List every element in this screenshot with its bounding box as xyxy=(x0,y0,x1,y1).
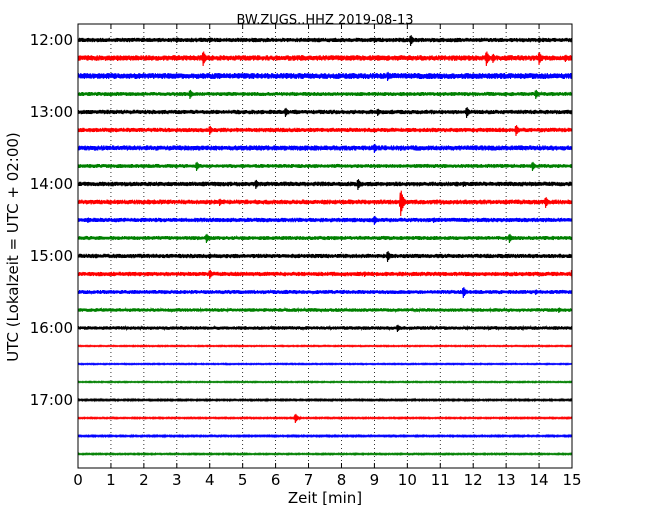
y-tick-label: 12:00 xyxy=(30,31,73,49)
x-tick-label: 9 xyxy=(370,471,380,489)
x-axis-label: Zeit [min] xyxy=(288,489,362,507)
trace-line-1415 xyxy=(77,190,573,217)
plot-frame xyxy=(77,23,573,469)
trace-line-1215 xyxy=(77,51,573,67)
trace-line-1715 xyxy=(77,413,573,424)
x-tick-label: 6 xyxy=(271,471,281,489)
trace-line-1245 xyxy=(77,89,573,100)
y-tick-label: 14:00 xyxy=(30,175,73,193)
x-tick-label: 10 xyxy=(398,471,417,489)
x-tick-label: 7 xyxy=(304,471,314,489)
seismogram-traces xyxy=(77,35,573,457)
trace-line-1515 xyxy=(77,269,573,281)
trace-line-1300 xyxy=(77,107,573,119)
y-tick-label: 16:00 xyxy=(30,319,73,337)
trace-line-1230 xyxy=(77,71,573,82)
x-tick-label: 12 xyxy=(464,471,483,489)
x-tick-label: 11 xyxy=(431,471,450,489)
trace-line-1600 xyxy=(77,324,573,333)
trace-line-1400 xyxy=(77,179,573,191)
y-tick-label: 13:00 xyxy=(30,103,73,121)
x-tick-label: 8 xyxy=(337,471,347,489)
trace-line-1630 xyxy=(77,362,573,366)
trace-line-1745 xyxy=(77,451,573,457)
x-tick-label: 5 xyxy=(238,471,248,489)
trace-line-1615 xyxy=(77,344,573,348)
trace-line-1330 xyxy=(77,143,573,154)
x-tick-label: 13 xyxy=(497,471,516,489)
trace-line-1700 xyxy=(77,397,573,403)
x-tick-label: 14 xyxy=(530,471,549,489)
trace-line-1645 xyxy=(77,380,573,384)
trace-line-1530 xyxy=(77,287,573,299)
trace-line-1315 xyxy=(77,125,573,137)
y-tick-label: 15:00 xyxy=(30,247,73,265)
y-tick-label: 17:00 xyxy=(30,391,73,409)
x-tick-label: 15 xyxy=(562,471,581,489)
trace-line-1730 xyxy=(77,433,573,439)
x-tick-label: 4 xyxy=(205,471,215,489)
x-tick-label: 1 xyxy=(106,471,116,489)
y-axis-label: UTC (Lokalzeit = UTC + 02:00) xyxy=(4,132,22,362)
trace-line-1200 xyxy=(77,35,573,47)
x-tick-label: 0 xyxy=(73,471,83,489)
trace-line-1500 xyxy=(77,251,573,263)
trace-line-1445 xyxy=(77,233,573,244)
chart-title: BW.ZUGS..HHZ 2019-08-13 xyxy=(236,13,413,28)
x-tick-label: 3 xyxy=(172,471,182,489)
trace-line-1430 xyxy=(77,215,573,226)
x-tick-label: 2 xyxy=(139,471,149,489)
axis-ticks: 0 1 2 3 4 5 6 7 8 9 10 11 12 13 14 1512:0013:0014:0015:… xyxy=(30,24,582,489)
trace-line-1345 xyxy=(77,161,573,172)
trace-line-1545 xyxy=(77,306,573,314)
